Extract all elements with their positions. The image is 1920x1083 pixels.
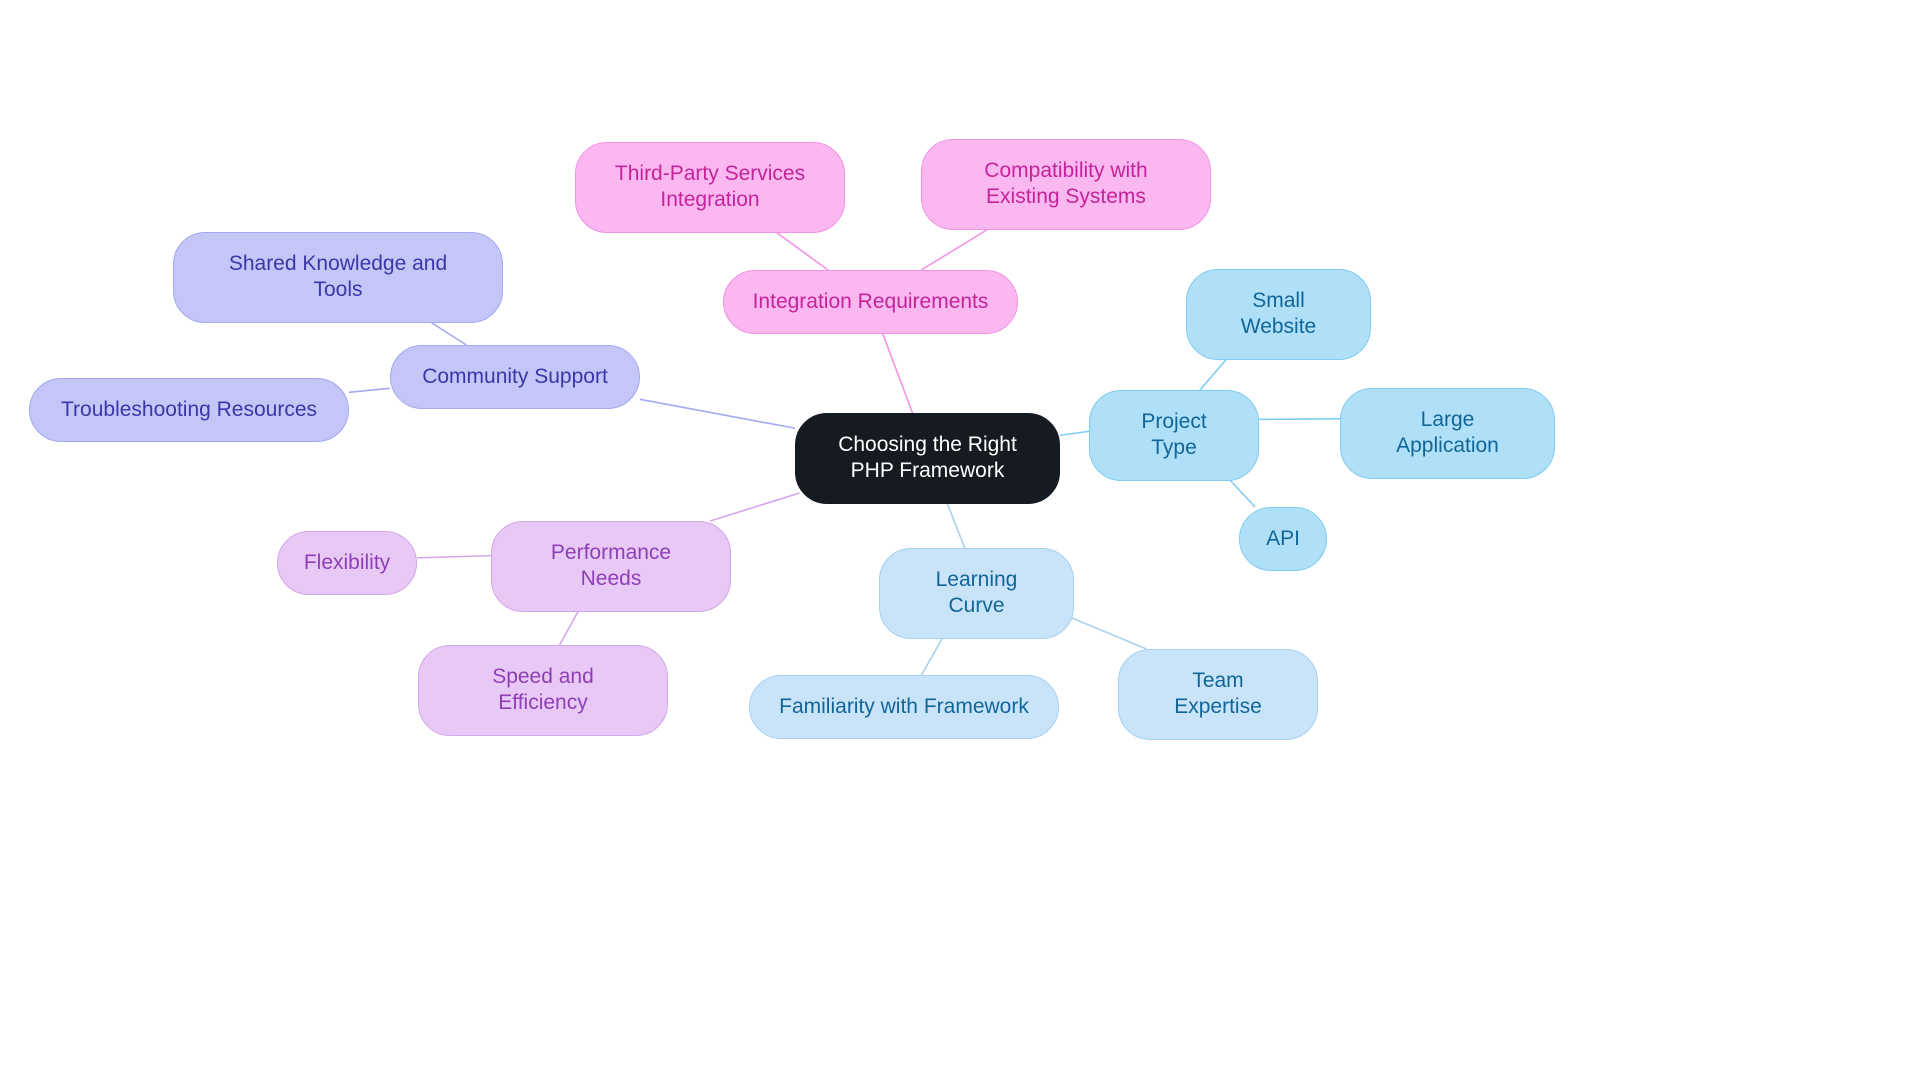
node-label: Learning Curve <box>908 567 1045 620</box>
node-teamexp: Team Expertise <box>1118 649 1318 740</box>
node-speed: Speed and Efficiency <box>418 645 668 736</box>
node-label: Small Website <box>1215 288 1342 341</box>
node-label: Speed and Efficiency <box>447 664 639 717</box>
node-label: Third-Party Services Integration <box>604 161 816 214</box>
node-api: API <box>1239 507 1327 571</box>
node-learning: Learning Curve <box>879 548 1074 639</box>
mindmap-canvas: Choosing the Right PHP Framework Project … <box>0 0 1920 1083</box>
node-label: Team Expertise <box>1147 668 1289 721</box>
node-perf: Performance Needs <box>491 521 731 612</box>
node-label: Compatibility with Existing Systems <box>950 158 1182 211</box>
node-community: Community Support <box>390 345 640 409</box>
node-shared: Shared Knowledge and Tools <box>173 232 503 323</box>
node-label: Shared Knowledge and Tools <box>202 251 474 304</box>
node-integration: Integration Requirements <box>723 270 1018 334</box>
edge-perf-flex <box>417 556 491 558</box>
node-label: Large Application <box>1369 407 1526 460</box>
node-root: Choosing the Right PHP Framework <box>795 413 1060 504</box>
node-familiarity: Familiarity with Framework <box>749 675 1059 739</box>
node-thirdparty: Third-Party Services Integration <box>575 142 845 233</box>
node-label: Project Type <box>1118 409 1230 462</box>
edge-root-community <box>640 399 795 428</box>
edge-community-trouble <box>349 388 390 392</box>
edge-root-perf <box>710 493 800 521</box>
node-label: Community Support <box>422 364 608 390</box>
node-label: API <box>1266 526 1300 552</box>
node-label: Performance Needs <box>520 540 702 593</box>
node-largeapp: Large Application <box>1340 388 1555 479</box>
node-label: Familiarity with Framework <box>779 694 1029 720</box>
node-label: Choosing the Right PHP Framework <box>824 432 1031 485</box>
edge-root-integration <box>882 332 912 413</box>
node-label: Troubleshooting Resources <box>61 397 317 423</box>
node-trouble: Troubleshooting Resources <box>29 378 349 442</box>
node-smallweb: Small Website <box>1186 269 1371 360</box>
node-flex: Flexibility <box>277 531 417 595</box>
edge-integration-thirdparty <box>768 226 828 270</box>
edge-integration-compat <box>921 224 996 270</box>
edge-root-projtype <box>1060 431 1089 435</box>
node-label: Flexibility <box>304 550 390 576</box>
node-label: Integration Requirements <box>753 289 989 315</box>
node-projtype: Project Type <box>1089 390 1259 481</box>
edge-projtype-largeapp <box>1259 419 1340 420</box>
node-compat: Compatibility with Existing Systems <box>921 139 1211 230</box>
